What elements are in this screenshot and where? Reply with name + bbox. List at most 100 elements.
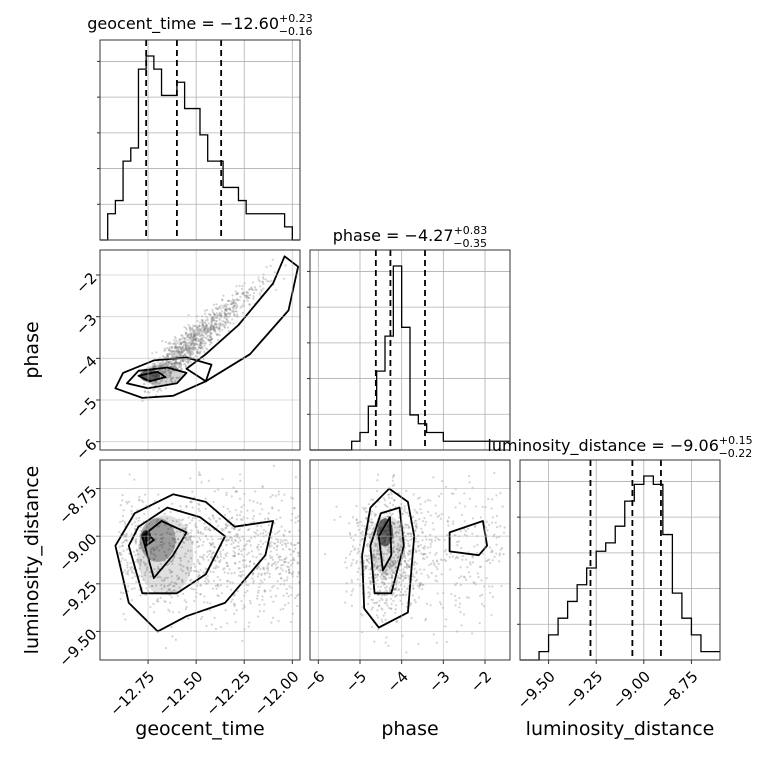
sample-point xyxy=(422,546,425,549)
sample-point xyxy=(122,549,125,552)
sample-point xyxy=(214,306,217,310)
sample-point xyxy=(232,594,235,597)
sample-point xyxy=(217,594,220,598)
sample-point xyxy=(423,545,426,548)
sample-point xyxy=(356,524,360,527)
sample-point xyxy=(274,494,277,497)
sample-point xyxy=(202,334,205,337)
sample-point xyxy=(369,536,372,539)
sample-point xyxy=(165,363,168,367)
sample-point xyxy=(390,607,393,610)
sample-point xyxy=(415,578,418,581)
sample-point xyxy=(404,523,407,526)
sample-point xyxy=(257,591,260,594)
sample-point xyxy=(165,380,168,383)
sample-point xyxy=(471,556,474,559)
sample-point xyxy=(231,526,234,529)
sample-point xyxy=(424,619,427,622)
sample-point xyxy=(135,548,138,551)
sample-point xyxy=(231,581,234,584)
sample-point xyxy=(233,546,237,550)
sample-point xyxy=(417,544,420,548)
sample-point xyxy=(493,471,496,475)
sample-point xyxy=(454,604,457,607)
sample-point xyxy=(191,327,194,330)
sample-point xyxy=(187,359,190,362)
sample-point xyxy=(350,578,353,582)
sample-point xyxy=(375,549,379,552)
x-tick-label-luminosity-distance: −9.00 xyxy=(609,668,654,713)
sample-point xyxy=(170,365,174,368)
sample-point xyxy=(455,555,458,559)
sample-point xyxy=(407,545,410,548)
sample-point xyxy=(212,528,215,531)
sample-point xyxy=(389,563,392,566)
sample-point xyxy=(424,520,428,524)
x-tick-label-phase: −2 xyxy=(467,668,495,696)
sample-point xyxy=(179,352,182,356)
sample-point xyxy=(403,585,406,588)
sample-point xyxy=(435,551,438,555)
sample-point xyxy=(158,363,161,366)
sample-point xyxy=(216,338,219,341)
sample-point xyxy=(387,496,391,499)
sample-point xyxy=(185,347,188,351)
sample-point xyxy=(175,360,178,364)
sample-point xyxy=(211,587,215,590)
x-tick-label-luminosity-distance: −9.50 xyxy=(514,668,559,713)
sample-point xyxy=(300,506,302,508)
sample-point xyxy=(461,554,464,558)
sample-point xyxy=(384,586,387,589)
sample-point xyxy=(178,362,181,366)
sample-point xyxy=(387,546,391,549)
sample-point xyxy=(256,529,259,532)
sample-point xyxy=(370,598,373,601)
sample-point xyxy=(197,331,200,334)
sample-point xyxy=(119,560,123,563)
sample-point xyxy=(187,574,190,577)
sample-point xyxy=(224,302,228,306)
sample-point xyxy=(410,537,414,541)
sample-point xyxy=(241,518,244,521)
sample-point xyxy=(201,555,204,558)
sample-point xyxy=(199,328,202,332)
sample-point xyxy=(240,505,243,509)
sample-point xyxy=(193,599,196,603)
sample-point xyxy=(268,280,271,283)
sample-point xyxy=(289,553,292,556)
sample-point xyxy=(173,365,177,368)
sample-point xyxy=(468,497,472,500)
sample-point xyxy=(430,538,433,541)
sample-point xyxy=(364,567,368,570)
sample-point xyxy=(162,363,165,367)
sample-point xyxy=(245,291,248,294)
sample-point xyxy=(415,562,419,565)
sample-point xyxy=(439,517,442,520)
sample-point xyxy=(207,517,211,520)
sample-point xyxy=(218,327,221,330)
sample-point xyxy=(236,293,239,296)
sample-point xyxy=(296,551,300,554)
sample-point xyxy=(465,596,469,599)
sample-point xyxy=(199,347,203,350)
sample-point xyxy=(230,539,234,542)
sample-point xyxy=(219,517,222,521)
sample-point xyxy=(182,340,185,343)
sample-point xyxy=(256,524,259,528)
sample-point xyxy=(197,531,200,534)
sample-point xyxy=(175,366,178,369)
sample-point xyxy=(212,319,215,322)
sample-point xyxy=(151,352,154,355)
sample-point xyxy=(134,542,137,545)
sample-point xyxy=(391,547,394,550)
sample-point xyxy=(179,348,182,351)
hist-outline xyxy=(310,265,510,451)
sample-point xyxy=(164,361,167,364)
sample-point xyxy=(178,365,181,368)
sample-point xyxy=(257,565,260,568)
sample-point xyxy=(350,564,353,567)
sample-point xyxy=(153,549,156,552)
sample-point xyxy=(413,521,416,525)
sample-point xyxy=(238,567,241,570)
sample-point xyxy=(429,545,432,548)
